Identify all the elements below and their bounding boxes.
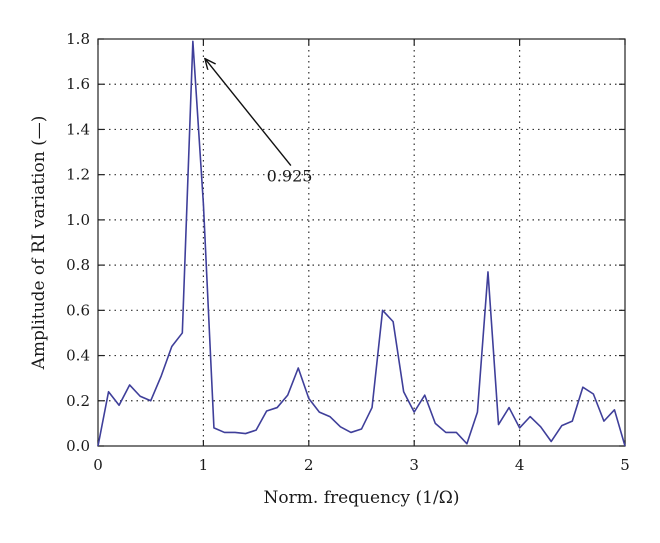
x-tick-label-3: 3 <box>409 456 419 474</box>
series-layer <box>97 40 626 447</box>
y-tick-label-2: 0.4 <box>66 347 90 365</box>
y-tick-labels: 0.0 0.2 0.4 0.6 0.8 1.0 1.2 1.4 1.6 1.8 <box>66 30 90 455</box>
x-tick-label-0: 0 <box>93 456 103 474</box>
grid-lines <box>98 39 625 446</box>
y-tick-label-3: 0.6 <box>66 301 90 319</box>
y-tick-label-7: 1.4 <box>66 120 90 138</box>
y-tick-label-4: 0.8 <box>66 256 90 274</box>
axis-ticks <box>97 38 626 447</box>
x-tick-label-5: 5 <box>620 456 630 474</box>
y-tick-label-0: 0.0 <box>66 437 90 455</box>
y-tick-label-6: 1.2 <box>66 166 90 184</box>
series-line-0 <box>97 40 626 447</box>
x-axis-label: Norm. frequency (1/Ω) <box>264 488 460 508</box>
annotation-label: 0.925 <box>267 166 313 185</box>
x-tick-labels: 0 1 2 3 4 5 <box>93 456 630 474</box>
y-tick-label-8: 1.6 <box>66 75 90 93</box>
plot-frame <box>97 38 626 447</box>
x-tick-label-4: 4 <box>515 456 525 474</box>
y-tick-label-5: 1.0 <box>66 211 90 229</box>
y-axis-label: Amplitude of RI variation (—) <box>29 116 49 371</box>
x-tick-label-2: 2 <box>304 456 314 474</box>
y-tick-label-1: 0.2 <box>66 392 90 410</box>
x-tick-label-1: 1 <box>199 456 209 474</box>
annotation-arrow <box>206 59 292 167</box>
y-tick-label-9: 1.8 <box>66 30 90 48</box>
annotation: 0.925 <box>206 59 313 185</box>
